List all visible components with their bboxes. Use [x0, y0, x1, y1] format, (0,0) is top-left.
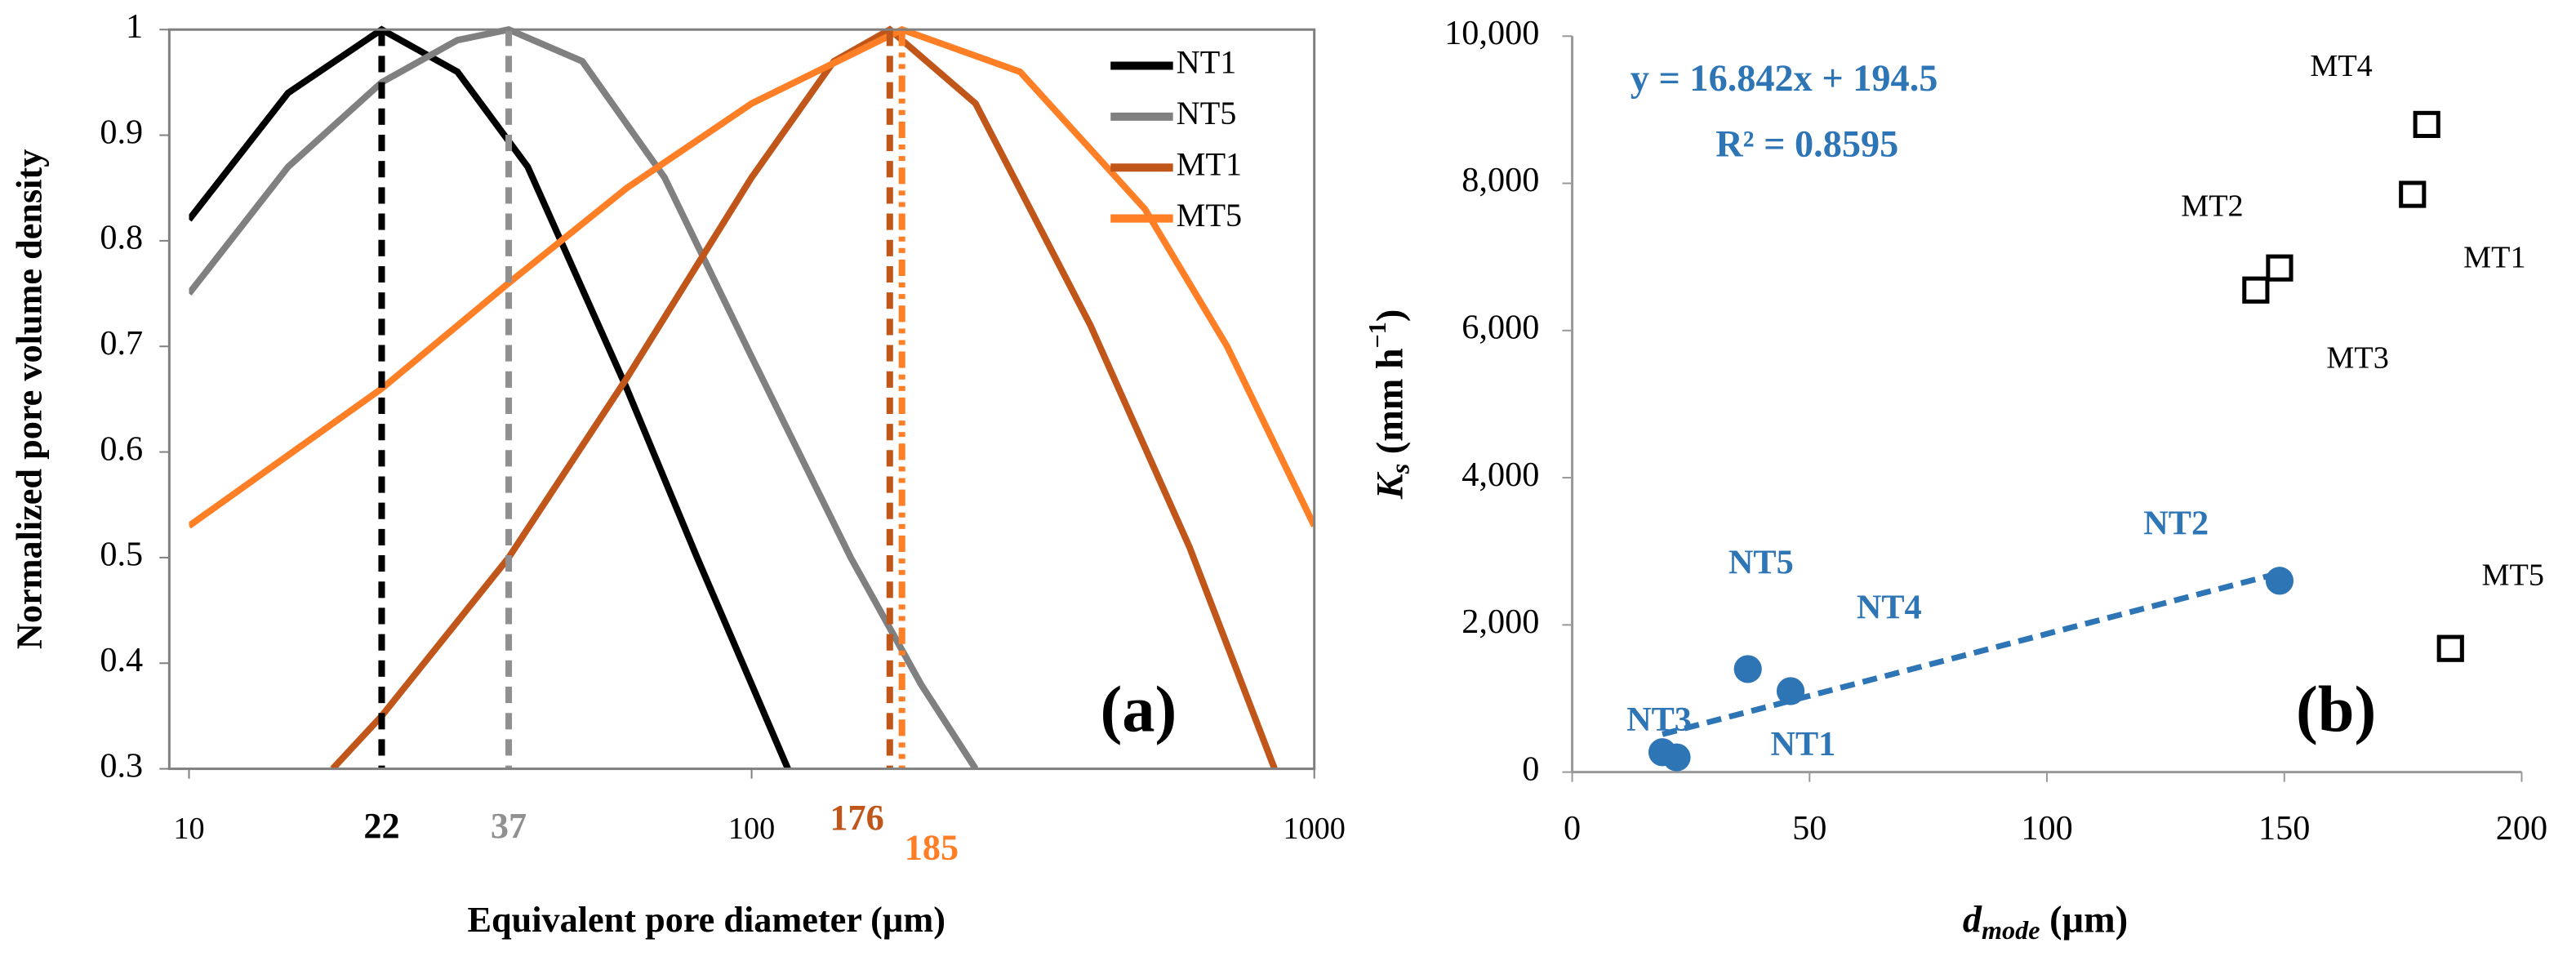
point — [1776, 677, 1805, 705]
point-label: NT4 — [1857, 589, 1922, 627]
y-tick-label: 0.6 — [100, 429, 143, 468]
point-label: NT5 — [1728, 543, 1794, 581]
panel-label: (a) — [1100, 674, 1177, 746]
point — [2399, 180, 2427, 208]
line-series — [189, 26, 979, 769]
y-tick-label: 0.3 — [100, 746, 143, 785]
y-tick-label: 0 — [1522, 750, 1539, 788]
legend-label: MT5 — [1177, 197, 1242, 234]
point — [2242, 276, 2270, 304]
mode-label: 185 — [905, 827, 959, 867]
line-series — [189, 25, 791, 769]
point-label: MT4 — [2310, 49, 2372, 83]
y-tick-label: 8,000 — [1462, 161, 1539, 199]
point-label: MT3 — [2326, 341, 2388, 376]
panel-label: (b) — [2296, 674, 2376, 746]
y-tick-label: 1 — [126, 7, 143, 46]
x-label-main: d — [1963, 899, 1982, 941]
point-label: NT3 — [1626, 701, 1692, 739]
point — [2436, 634, 2464, 662]
mode-label: 176 — [830, 798, 883, 838]
x-tick-label: 100 — [2021, 809, 2072, 848]
y-tick-label: 6,000 — [1462, 309, 1539, 347]
line-series — [189, 25, 1315, 529]
mode-label: 22 — [363, 806, 399, 846]
x-label-unit: (µm) — [2040, 899, 2129, 941]
x-tick-label: 100 — [728, 812, 775, 846]
point — [2266, 254, 2293, 282]
point-label: MT2 — [2181, 189, 2243, 224]
y-tick-label: 0.9 — [100, 113, 143, 151]
x-tick-label: 10 — [173, 812, 204, 846]
line-series — [330, 25, 1278, 769]
x-axis-label: Equivalent pore diameter (µm) — [467, 900, 945, 940]
y-tick-label: 0.5 — [100, 536, 143, 574]
y-tick-label: 10,000 — [1444, 14, 1539, 52]
point — [2265, 567, 2294, 595]
trend-r2: R² = 0.8595 — [1715, 124, 1898, 166]
plot-lines — [189, 25, 1315, 769]
point — [1648, 738, 1677, 767]
trend-equation: y = 16.842x + 194.5 — [1631, 58, 1938, 100]
y-label-sub: s — [1386, 464, 1415, 475]
point — [2413, 110, 2440, 139]
x-tick-label: 50 — [1792, 809, 1826, 848]
point-label: NT2 — [2143, 505, 2209, 543]
x-tick-label: 150 — [2258, 809, 2310, 848]
y-axis-label: Ks (mm h−1) — [1364, 309, 1415, 500]
y-tick-label: 4,000 — [1462, 456, 1539, 494]
mode-label: 37 — [491, 806, 527, 846]
point — [1733, 655, 1762, 683]
x-tick-label: 200 — [2496, 809, 2547, 848]
legend-label: NT5 — [1177, 95, 1237, 131]
point-label: MT5 — [2482, 558, 2544, 592]
point-label: NT1 — [1770, 725, 1835, 763]
y-label-main: K — [1369, 471, 1411, 500]
trendline — [1662, 570, 2280, 737]
y-label-unit: (mm h — [1369, 348, 1411, 464]
legend-label: NT1 — [1177, 44, 1237, 81]
y-tick-label: 2,000 — [1462, 603, 1539, 641]
y-axis-label: Normalized pore volume density — [10, 149, 50, 649]
y-label-end: ) — [1369, 309, 1411, 322]
x-tick-label: 0 — [1564, 809, 1581, 848]
x-label-sub: mode — [1982, 915, 2040, 945]
x-tick-label: 1000 — [1283, 812, 1345, 846]
y-label-sup: −1 — [1364, 322, 1391, 348]
y-tick-label: 0.8 — [100, 219, 143, 257]
legend-label: MT1 — [1177, 145, 1242, 182]
point-label: MT1 — [2463, 240, 2525, 274]
y-tick-label: 0.7 — [100, 324, 143, 363]
y-tick-label: 0.4 — [100, 641, 143, 679]
x-axis-label: dmode (µm) — [1963, 899, 2128, 945]
plot-frame — [167, 28, 1316, 771]
